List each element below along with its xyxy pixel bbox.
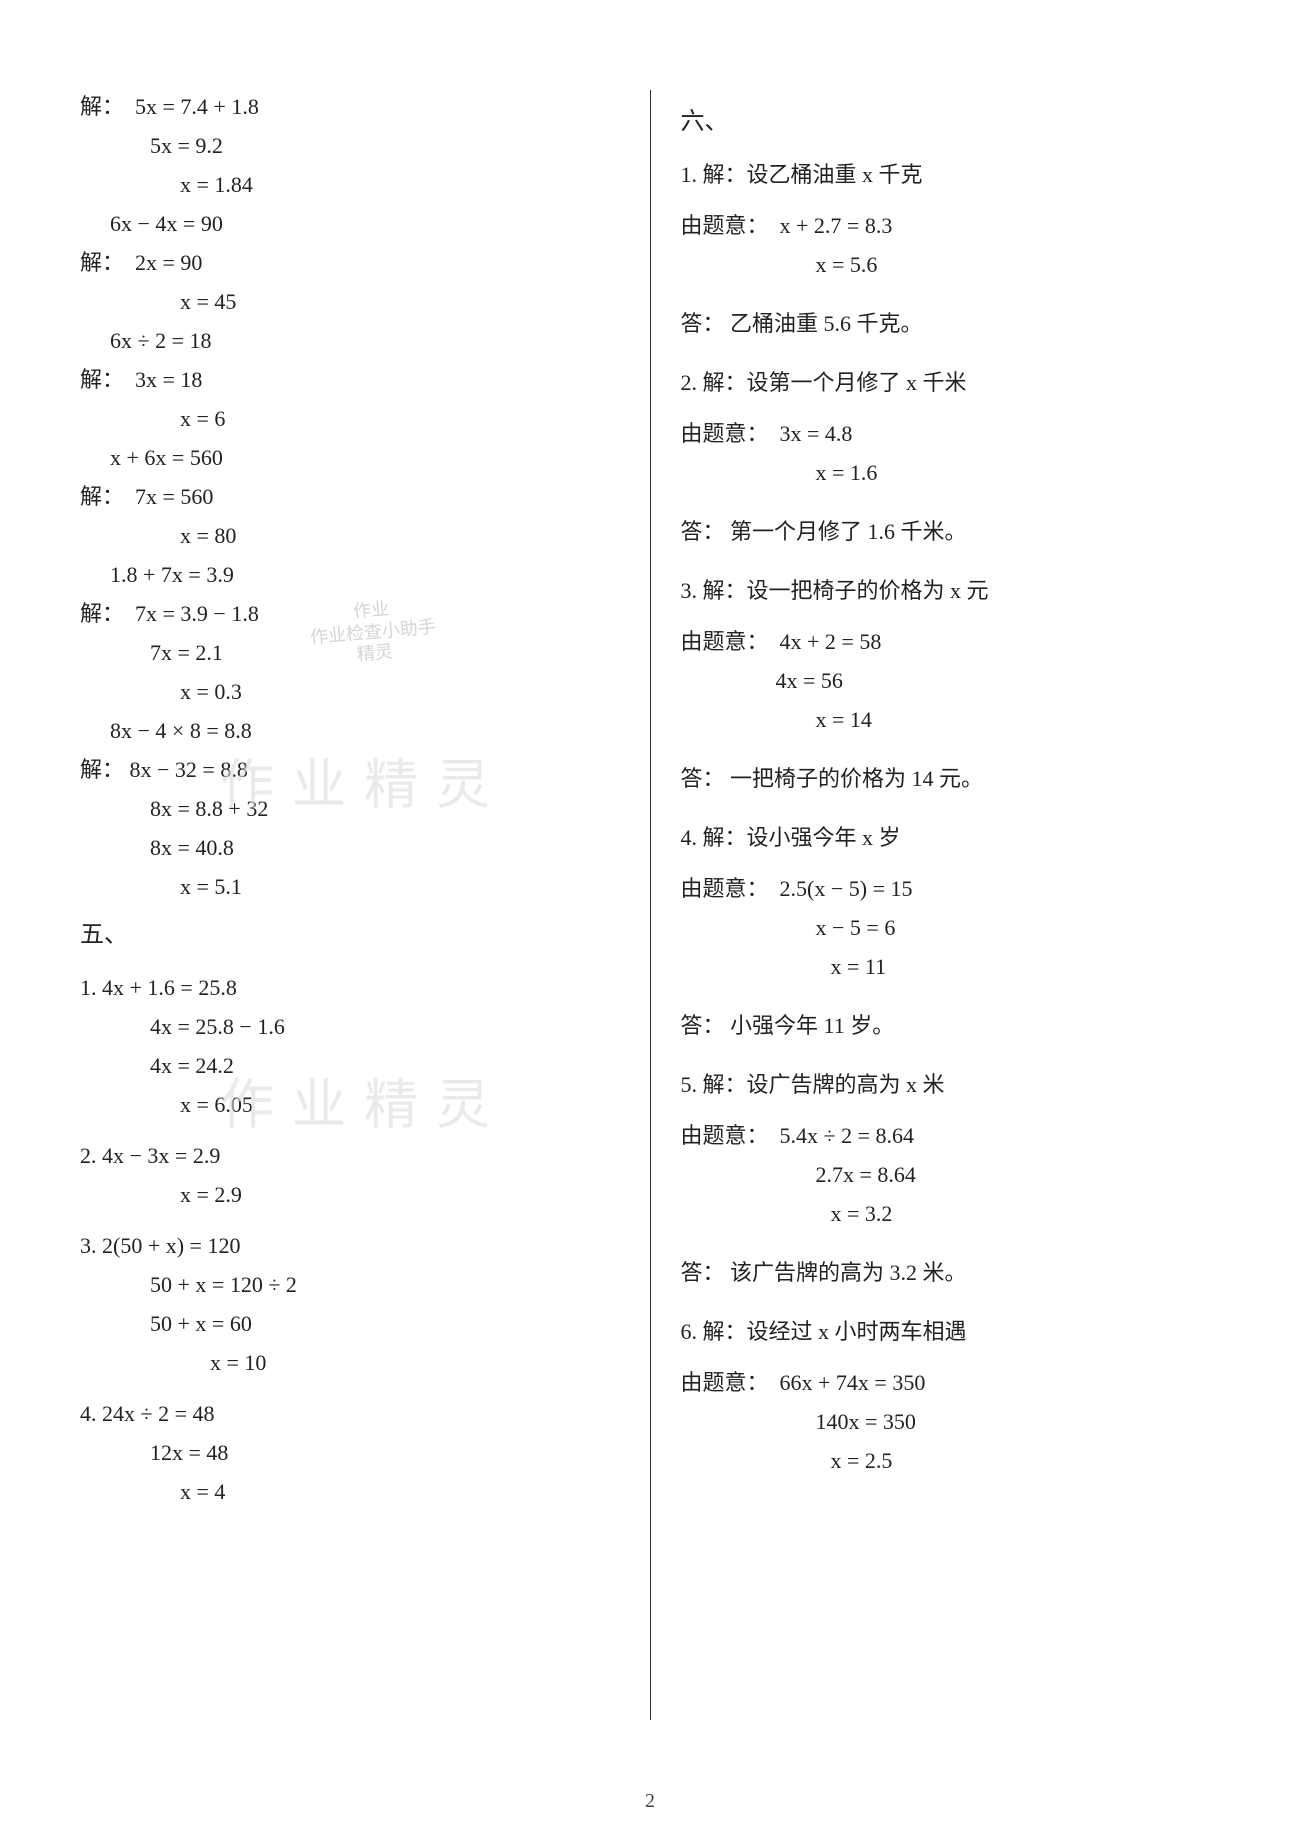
q6-eq: 由题意： 66x + 74x = 350 <box>681 1366 1221 1399</box>
eq-line: x = 0.3 <box>80 675 620 708</box>
q3-setup: 3. 解：设一把椅子的价格为 x 元 <box>681 574 1221 607</box>
eq-line: 解： 2x = 90 <box>80 246 620 279</box>
eq-line: x = 4 <box>80 1475 620 1508</box>
q5-setup: 5. 解：设广告牌的高为 x 米 <box>681 1068 1221 1101</box>
eq-line: x = 5.1 <box>80 870 620 903</box>
eq-line: 解： 5x = 7.4 + 1.8 <box>80 90 620 123</box>
q5-eq: 由题意： 5.4x ÷ 2 = 8.64 <box>681 1119 1221 1152</box>
eq-line: 4x = 25.8 − 1.6 <box>80 1010 620 1043</box>
eq-line: 6x − 4x = 90 <box>80 207 620 240</box>
q4-eq: 由题意： 2.5(x − 5) = 15 <box>681 872 1221 905</box>
eq-line: 解： 7x = 560 <box>80 480 620 513</box>
eq-line: 解： 3x = 18 <box>80 363 620 396</box>
eq-line: 解： 8x − 32 = 8.8 <box>80 753 620 786</box>
stamp: 作业 作业检查小助手 精灵 <box>307 595 438 671</box>
q6-setup: 6. 解：设经过 x 小时两车相遇 <box>681 1315 1221 1348</box>
problem-3: 3. 2(50 + x) = 120 <box>80 1229 620 1262</box>
eq-line: x + 6x = 560 <box>80 441 620 474</box>
q5-answer: 答： 该广告牌的高为 3.2 米。 <box>681 1256 1221 1289</box>
eq-line: 1.8 + 7x = 3.9 <box>80 558 620 591</box>
q3-eq: 由题意： 4x + 2 = 58 <box>681 625 1221 658</box>
q1-eq: 由题意： x + 2.7 = 8.3 <box>681 209 1221 242</box>
problem-2: 2. 4x − 3x = 2.9 <box>80 1139 620 1172</box>
eq-line: 2.7x = 8.64 <box>681 1158 1221 1191</box>
eq-line: x − 5 = 6 <box>681 911 1221 944</box>
eq-line: x = 10 <box>80 1346 620 1379</box>
eq-line: x = 6.05 <box>80 1088 620 1121</box>
q3-answer: 答： 一把椅子的价格为 14 元。 <box>681 762 1221 795</box>
q1-answer: 答： 乙桶油重 5.6 千克。 <box>681 307 1221 340</box>
problem-1: 1. 4x + 1.6 = 25.8 <box>80 971 620 1004</box>
page-container: 解： 5x = 7.4 + 1.8 5x = 9.2 x = 1.84 6x −… <box>0 0 1300 1760</box>
eq-line: 5x = 9.2 <box>80 129 620 162</box>
eq-line: x = 5.6 <box>681 248 1221 281</box>
page-number: 2 <box>645 1790 655 1813</box>
problem-4: 4. 24x ÷ 2 = 48 <box>80 1397 620 1430</box>
eq-line: x = 1.6 <box>681 456 1221 489</box>
eq-line: 8x = 8.8 + 32 <box>80 792 620 825</box>
q4-setup: 4. 解：设小强今年 x 岁 <box>681 821 1221 854</box>
eq-line: x = 11 <box>681 950 1221 983</box>
q2-eq: 由题意： 3x = 4.8 <box>681 417 1221 450</box>
left-column: 解： 5x = 7.4 + 1.8 5x = 9.2 x = 1.84 6x −… <box>80 90 651 1720</box>
eq-line: x = 3.2 <box>681 1197 1221 1230</box>
eq-line: x = 14 <box>681 703 1221 736</box>
q4-answer: 答： 小强今年 11 岁。 <box>681 1009 1221 1042</box>
eq-line: x = 45 <box>80 285 620 318</box>
q2-setup: 2. 解：设第一个月修了 x 千米 <box>681 366 1221 399</box>
eq-line: 8x − 4 × 8 = 8.8 <box>80 714 620 747</box>
eq-line: 140x = 350 <box>681 1405 1221 1438</box>
section-5-label: 五、 <box>80 917 620 953</box>
eq-line: x = 80 <box>80 519 620 552</box>
eq-line: 8x = 40.8 <box>80 831 620 864</box>
eq-line: x = 6 <box>80 402 620 435</box>
q2-answer: 答： 第一个月修了 1.6 千米。 <box>681 515 1221 548</box>
right-column: 六、 1. 解：设乙桶油重 x 千克 由题意： x + 2.7 = 8.3 x … <box>651 90 1221 1720</box>
eq-line: 50 + x = 60 <box>80 1307 620 1340</box>
eq-line: 4x = 56 <box>681 664 1221 697</box>
q1-setup: 1. 解：设乙桶油重 x 千克 <box>681 158 1221 191</box>
eq-line: x = 1.84 <box>80 168 620 201</box>
eq-line: 6x ÷ 2 = 18 <box>80 324 620 357</box>
eq-line: x = 2.9 <box>80 1178 620 1211</box>
eq-line: x = 2.5 <box>681 1444 1221 1477</box>
eq-line: 4x = 24.2 <box>80 1049 620 1082</box>
section-6-label: 六、 <box>681 104 1221 140</box>
eq-line: 12x = 48 <box>80 1436 620 1469</box>
eq-line: 50 + x = 120 ÷ 2 <box>80 1268 620 1301</box>
